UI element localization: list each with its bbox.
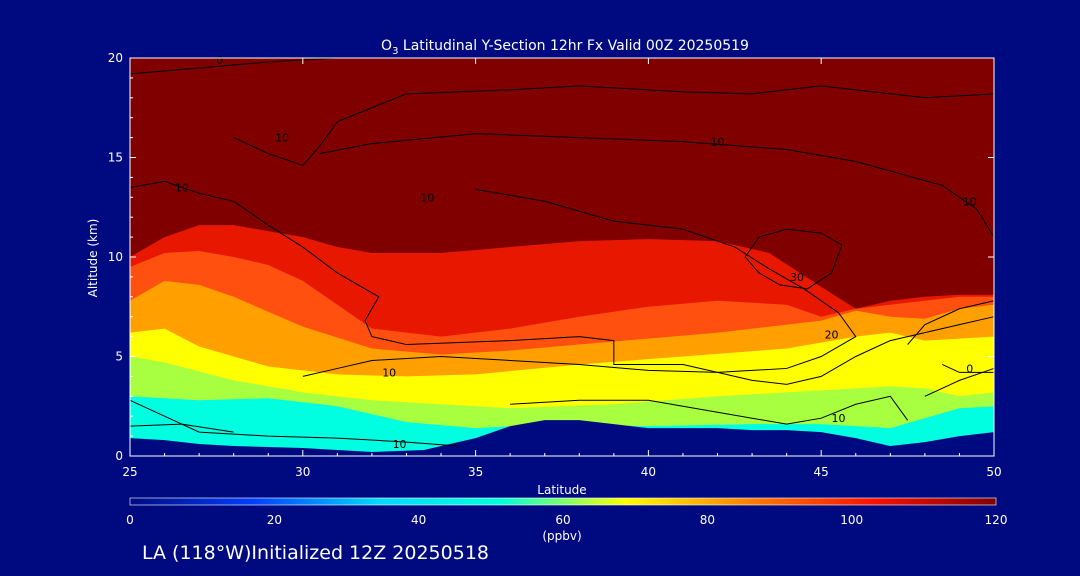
colorbar-tick-label-5: 100 bbox=[840, 513, 863, 527]
y-tick-label-0: 0 bbox=[115, 449, 123, 463]
contour-line-8 bbox=[510, 395, 909, 425]
contour-line-2 bbox=[319, 133, 995, 238]
contour-line-6 bbox=[129, 399, 459, 447]
colorbar-tick-label-3: 60 bbox=[555, 513, 570, 527]
contour-label-0: 0 bbox=[216, 54, 223, 67]
contour-line-1 bbox=[233, 85, 995, 167]
y-tick-label-2: 10 bbox=[108, 250, 123, 264]
contour-line-3 bbox=[129, 180, 995, 385]
colorbar-unit-label: (ppbv) bbox=[542, 529, 581, 543]
y-tick-label-1: 5 bbox=[115, 350, 123, 364]
x-axis: 25 30 35 40 45 50 bbox=[122, 58, 1002, 479]
x-tick-label-0: 25 bbox=[122, 465, 137, 479]
y-tick-label-3: 15 bbox=[108, 151, 123, 165]
contour-label-4: 10 bbox=[711, 136, 725, 149]
initialization-caption: LA (118°W)Initialized 12Z 20250518 bbox=[142, 542, 489, 564]
contour-line-11 bbox=[924, 367, 995, 397]
contour-line-5 bbox=[744, 228, 843, 290]
contour-label-3: 10 bbox=[420, 191, 434, 204]
contour-label-11: 0 bbox=[966, 362, 973, 375]
chart-title: O3 Latitudinal Y-Section 12hr Fx Valid 0… bbox=[381, 38, 749, 57]
contour-line-4 bbox=[302, 188, 857, 377]
title-prefix: O bbox=[381, 38, 392, 54]
ozone-fill-layers bbox=[130, 58, 994, 456]
x-tick-label-5: 50 bbox=[986, 465, 1001, 479]
y-axis-label: Altitude (km) bbox=[86, 219, 100, 298]
y-axis: 0 5 10 15 20 bbox=[108, 51, 994, 463]
title-subscript: 3 bbox=[392, 46, 398, 57]
colorbar-ticks: 0 20 40 60 80 100 120 bbox=[126, 513, 1007, 527]
colorbar-tick-label-2: 40 bbox=[411, 513, 426, 527]
contour-label-10: 10 bbox=[831, 412, 845, 425]
contour-label-1: 10 bbox=[275, 132, 289, 145]
contour-label-9: 10 bbox=[393, 438, 407, 451]
x-tick-label-2: 35 bbox=[468, 465, 483, 479]
colorbar-tick-label-0: 0 bbox=[126, 513, 134, 527]
y-tick-label-4: 20 bbox=[108, 51, 123, 65]
contour-line-7 bbox=[129, 423, 234, 433]
terrain-mask bbox=[130, 420, 994, 456]
x-tick-label-3: 40 bbox=[641, 465, 656, 479]
contour-label-6: 30 bbox=[790, 271, 804, 284]
colorbar-tick-label-6: 120 bbox=[985, 513, 1008, 527]
contour-line-10 bbox=[907, 300, 995, 345]
title-rest: Latitudinal Y-Section 12hr Fx Valid 00Z … bbox=[398, 38, 749, 54]
contour-label-8: 10 bbox=[382, 366, 396, 379]
colorbar-tick-label-4: 80 bbox=[700, 513, 715, 527]
colorbar-tick-label-1: 20 bbox=[267, 513, 282, 527]
contour-label-2: 10 bbox=[175, 181, 189, 194]
colorbar bbox=[129, 497, 997, 506]
contour-label-5: 10 bbox=[963, 195, 977, 208]
contour-label-7: 20 bbox=[825, 329, 839, 342]
x-tick-label-4: 45 bbox=[814, 465, 829, 479]
contour-labels: 0 10 10 10 10 10 30 20 10 10 10 0 bbox=[175, 54, 977, 451]
x-axis-label: Latitude bbox=[537, 483, 586, 497]
x-tick-label-1: 30 bbox=[295, 465, 310, 479]
